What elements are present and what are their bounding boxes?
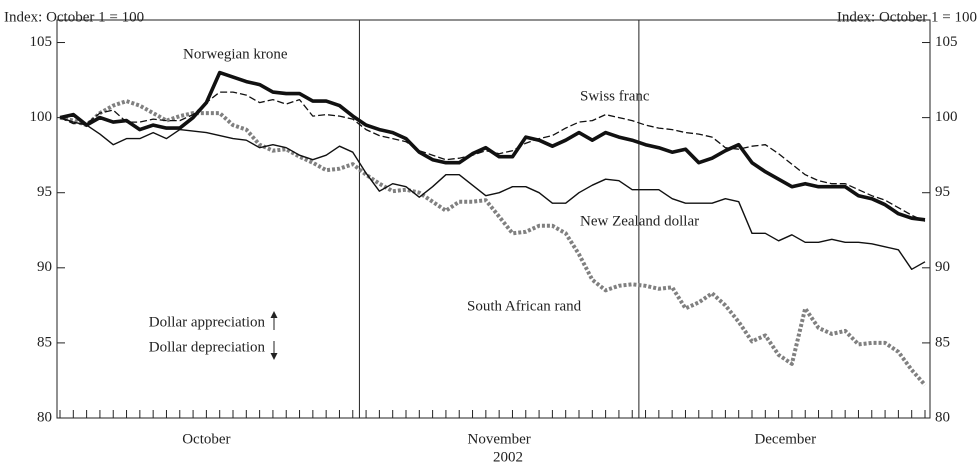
x-tick-label: December	[754, 431, 816, 447]
y-axis-label: Index: October 1 = 100	[4, 9, 144, 25]
y-tick-label: 85	[37, 334, 52, 350]
series-line	[59, 91, 926, 222]
series-label: Norwegian krone	[183, 46, 288, 62]
series-label: Swiss franc	[580, 88, 650, 104]
y2-tick-label: 85	[935, 334, 950, 350]
y2-tick-label: 105	[935, 34, 958, 50]
y2-tick-label: 100	[935, 109, 958, 125]
series-line	[59, 70, 926, 222]
y2-axis-label: Index: October 1 = 100	[837, 9, 977, 25]
y2-tick-label: 95	[935, 184, 950, 200]
y-tick-label: 100	[30, 109, 53, 125]
y-tick-label: 95	[37, 184, 52, 200]
y2-tick-label: 80	[935, 409, 950, 425]
x-tick-label: October	[182, 431, 230, 447]
y2-tick-label: 90	[935, 259, 950, 275]
x-tick-label: November	[467, 431, 530, 447]
plot-frame	[56, 19, 931, 419]
annotation: Dollar appreciation	[149, 314, 266, 330]
y-tick-label: 105	[30, 34, 53, 50]
direction-arrows	[270, 311, 278, 360]
y-tick-label: 90	[37, 259, 52, 275]
series-line	[59, 99, 927, 387]
y-tick-label: 80	[37, 409, 52, 425]
annotation: Dollar depreciation	[149, 339, 266, 355]
series-label: South African rand	[467, 298, 582, 314]
series-label: New Zealand dollar	[580, 213, 699, 229]
series-line	[59, 116, 926, 270]
x-axis-label: 2002	[493, 449, 523, 465]
